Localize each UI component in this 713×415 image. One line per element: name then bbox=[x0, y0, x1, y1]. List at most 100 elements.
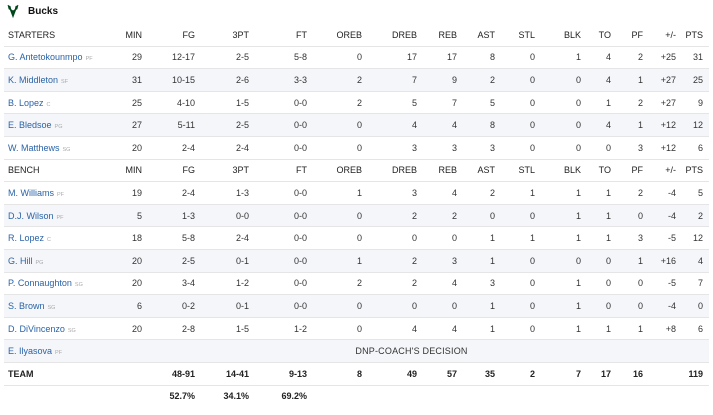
stat-cell: +27 bbox=[649, 68, 682, 92]
stat-cell: 17 bbox=[368, 46, 423, 70]
column-header: AST bbox=[463, 24, 501, 47]
player-link[interactable]: E. Ilyasova bbox=[8, 346, 53, 357]
stat-cell: 5 bbox=[368, 91, 423, 115]
stat-cell: 1 bbox=[587, 91, 617, 115]
column-header: PF bbox=[617, 159, 649, 183]
stat-cell: 3 bbox=[463, 272, 501, 296]
stat-cell: 1-5 bbox=[201, 91, 255, 115]
player-link[interactable]: D.J. Wilson bbox=[8, 210, 54, 221]
bench-header-row: BENCH MIN FG 3PT FT OREB DREB REB AST STL BLK TO PF +… bbox=[4, 159, 709, 183]
stat-cell: 4 bbox=[587, 113, 617, 137]
stat-cell: -4 bbox=[649, 181, 682, 205]
stat-cell: 3 bbox=[423, 136, 463, 160]
stat-cell: 1 bbox=[541, 226, 587, 250]
stat-cell: 0-0 bbox=[255, 226, 313, 250]
stat-cell: 2 bbox=[368, 272, 423, 296]
stat-cell: +16 bbox=[649, 249, 682, 273]
column-header: OREB bbox=[313, 24, 368, 47]
player-position: PF bbox=[55, 350, 63, 357]
stat-cell: 4 bbox=[423, 272, 463, 296]
team-pct-cell bbox=[617, 385, 649, 407]
player-link[interactable]: B. Lopez bbox=[8, 97, 44, 108]
stat-cell: 0-0 bbox=[201, 204, 255, 228]
player-row: K. Middleton SF 31 10-15 2-6 3-3 2 7 9 2 0 0 4 1 +27 25 bbox=[4, 68, 709, 92]
stat-cell: 3 bbox=[617, 226, 649, 250]
stat-cell: 1-3 bbox=[201, 181, 255, 205]
stat-cell: 1 bbox=[617, 249, 649, 273]
stat-cell: 2-4 bbox=[148, 181, 201, 205]
player-name-cell: R. Lopez C bbox=[4, 226, 114, 250]
player-position: PF bbox=[57, 191, 65, 198]
stat-cell: 0-0 bbox=[255, 181, 313, 205]
player-position: SG bbox=[62, 146, 71, 153]
team-total-cell: 7 bbox=[541, 362, 587, 386]
stat-cell: 0 bbox=[501, 68, 541, 92]
team-totals-label: TEAM bbox=[4, 362, 114, 386]
team-total-cell bbox=[114, 362, 148, 386]
column-header: AST bbox=[463, 159, 501, 183]
stat-cell: 4 bbox=[587, 46, 617, 70]
stat-cell: 4 bbox=[368, 317, 423, 341]
team-totals-row: TEAM 48-91 14-41 9-13 8 49 57 35 2 7 17 16 119 bbox=[4, 362, 709, 386]
stat-cell: 20 bbox=[114, 272, 148, 296]
stat-cell: 2 bbox=[423, 204, 463, 228]
player-name-cell: D.J. Wilson PF bbox=[4, 204, 114, 228]
dnp-reason: DNP-COACH'S DECISION bbox=[114, 339, 709, 363]
stat-cell: 2-8 bbox=[148, 317, 201, 341]
team-pct-cell: 69.2% bbox=[281, 391, 307, 402]
column-header: +/- bbox=[649, 159, 682, 183]
stat-cell: 0-2 bbox=[148, 294, 201, 318]
player-position: PG bbox=[35, 259, 44, 266]
team-pct-cell bbox=[114, 385, 148, 407]
player-link[interactable]: P. Connaughton bbox=[8, 278, 72, 289]
column-header: +/- bbox=[649, 24, 682, 47]
player-link[interactable]: E. Bledsoe bbox=[8, 120, 52, 131]
stat-cell: 3 bbox=[463, 136, 501, 160]
stat-cell: 3 bbox=[423, 249, 463, 273]
player-link[interactable]: S. Brown bbox=[8, 300, 45, 311]
stat-cell: 2 bbox=[617, 181, 649, 205]
stat-cell: 3-4 bbox=[148, 272, 201, 296]
stat-cell: 31 bbox=[114, 68, 148, 92]
stat-cell: 0 bbox=[313, 226, 368, 250]
player-link[interactable]: R. Lopez bbox=[8, 233, 45, 244]
stat-cell: 0-0 bbox=[255, 113, 313, 137]
team-total-cell: 2 bbox=[501, 362, 541, 386]
team-total-cell: 35 bbox=[463, 362, 501, 386]
stat-cell: 2-6 bbox=[201, 68, 255, 92]
stat-cell: -5 bbox=[649, 272, 682, 296]
player-link[interactable]: W. Matthews bbox=[8, 142, 60, 153]
column-header: FT bbox=[255, 159, 313, 183]
stat-cell: 0 bbox=[682, 294, 709, 318]
dnp-player-row: E. Ilyasova PF DNP-COACH'S DECISION bbox=[4, 339, 709, 363]
column-header: REB bbox=[423, 24, 463, 47]
stat-cell: 0 bbox=[423, 226, 463, 250]
player-name-cell: P. Connaughton SG bbox=[4, 272, 114, 296]
player-link[interactable]: M. Williams bbox=[8, 187, 54, 198]
team-total-cell: 49 bbox=[368, 362, 423, 386]
player-name-cell: M. Williams PF bbox=[4, 181, 114, 205]
player-row: P. Connaughton SG 20 3-4 1-2 0-0 2 2 4 3 0 1 0 0 -5 7 bbox=[4, 272, 709, 296]
stat-cell: 7 bbox=[368, 68, 423, 92]
stat-cell: 0-1 bbox=[201, 294, 255, 318]
player-link[interactable]: D. DiVincenzo bbox=[8, 323, 65, 334]
stat-cell: 20 bbox=[114, 249, 148, 273]
stat-cell: 1 bbox=[313, 181, 368, 205]
stat-cell: 1 bbox=[541, 294, 587, 318]
team-name: Bucks bbox=[28, 5, 59, 17]
team-pct-cell: 52.7% bbox=[169, 391, 195, 402]
stat-cell: 5-8 bbox=[255, 46, 313, 70]
player-link[interactable]: G. Antetokounmpo bbox=[8, 52, 83, 63]
bench-label: BENCH bbox=[4, 159, 114, 183]
stat-cell: 1 bbox=[541, 204, 587, 228]
player-position: SG bbox=[67, 327, 76, 334]
stat-cell: 0 bbox=[368, 226, 423, 250]
stat-cell: 1 bbox=[463, 294, 501, 318]
team-percentages-row: 52.7% 34.1% 69.2% bbox=[4, 385, 709, 407]
stat-cell: 6 bbox=[114, 294, 148, 318]
player-row: E. Bledsoe PG 27 5-11 2-5 0-0 0 4 4 8 0 0 4 1 +12 12 bbox=[4, 113, 709, 137]
player-link[interactable]: G. Hill bbox=[8, 255, 33, 266]
stat-cell: 17 bbox=[423, 46, 463, 70]
stat-cell: 2-5 bbox=[201, 113, 255, 137]
player-link[interactable]: K. Middleton bbox=[8, 74, 59, 85]
